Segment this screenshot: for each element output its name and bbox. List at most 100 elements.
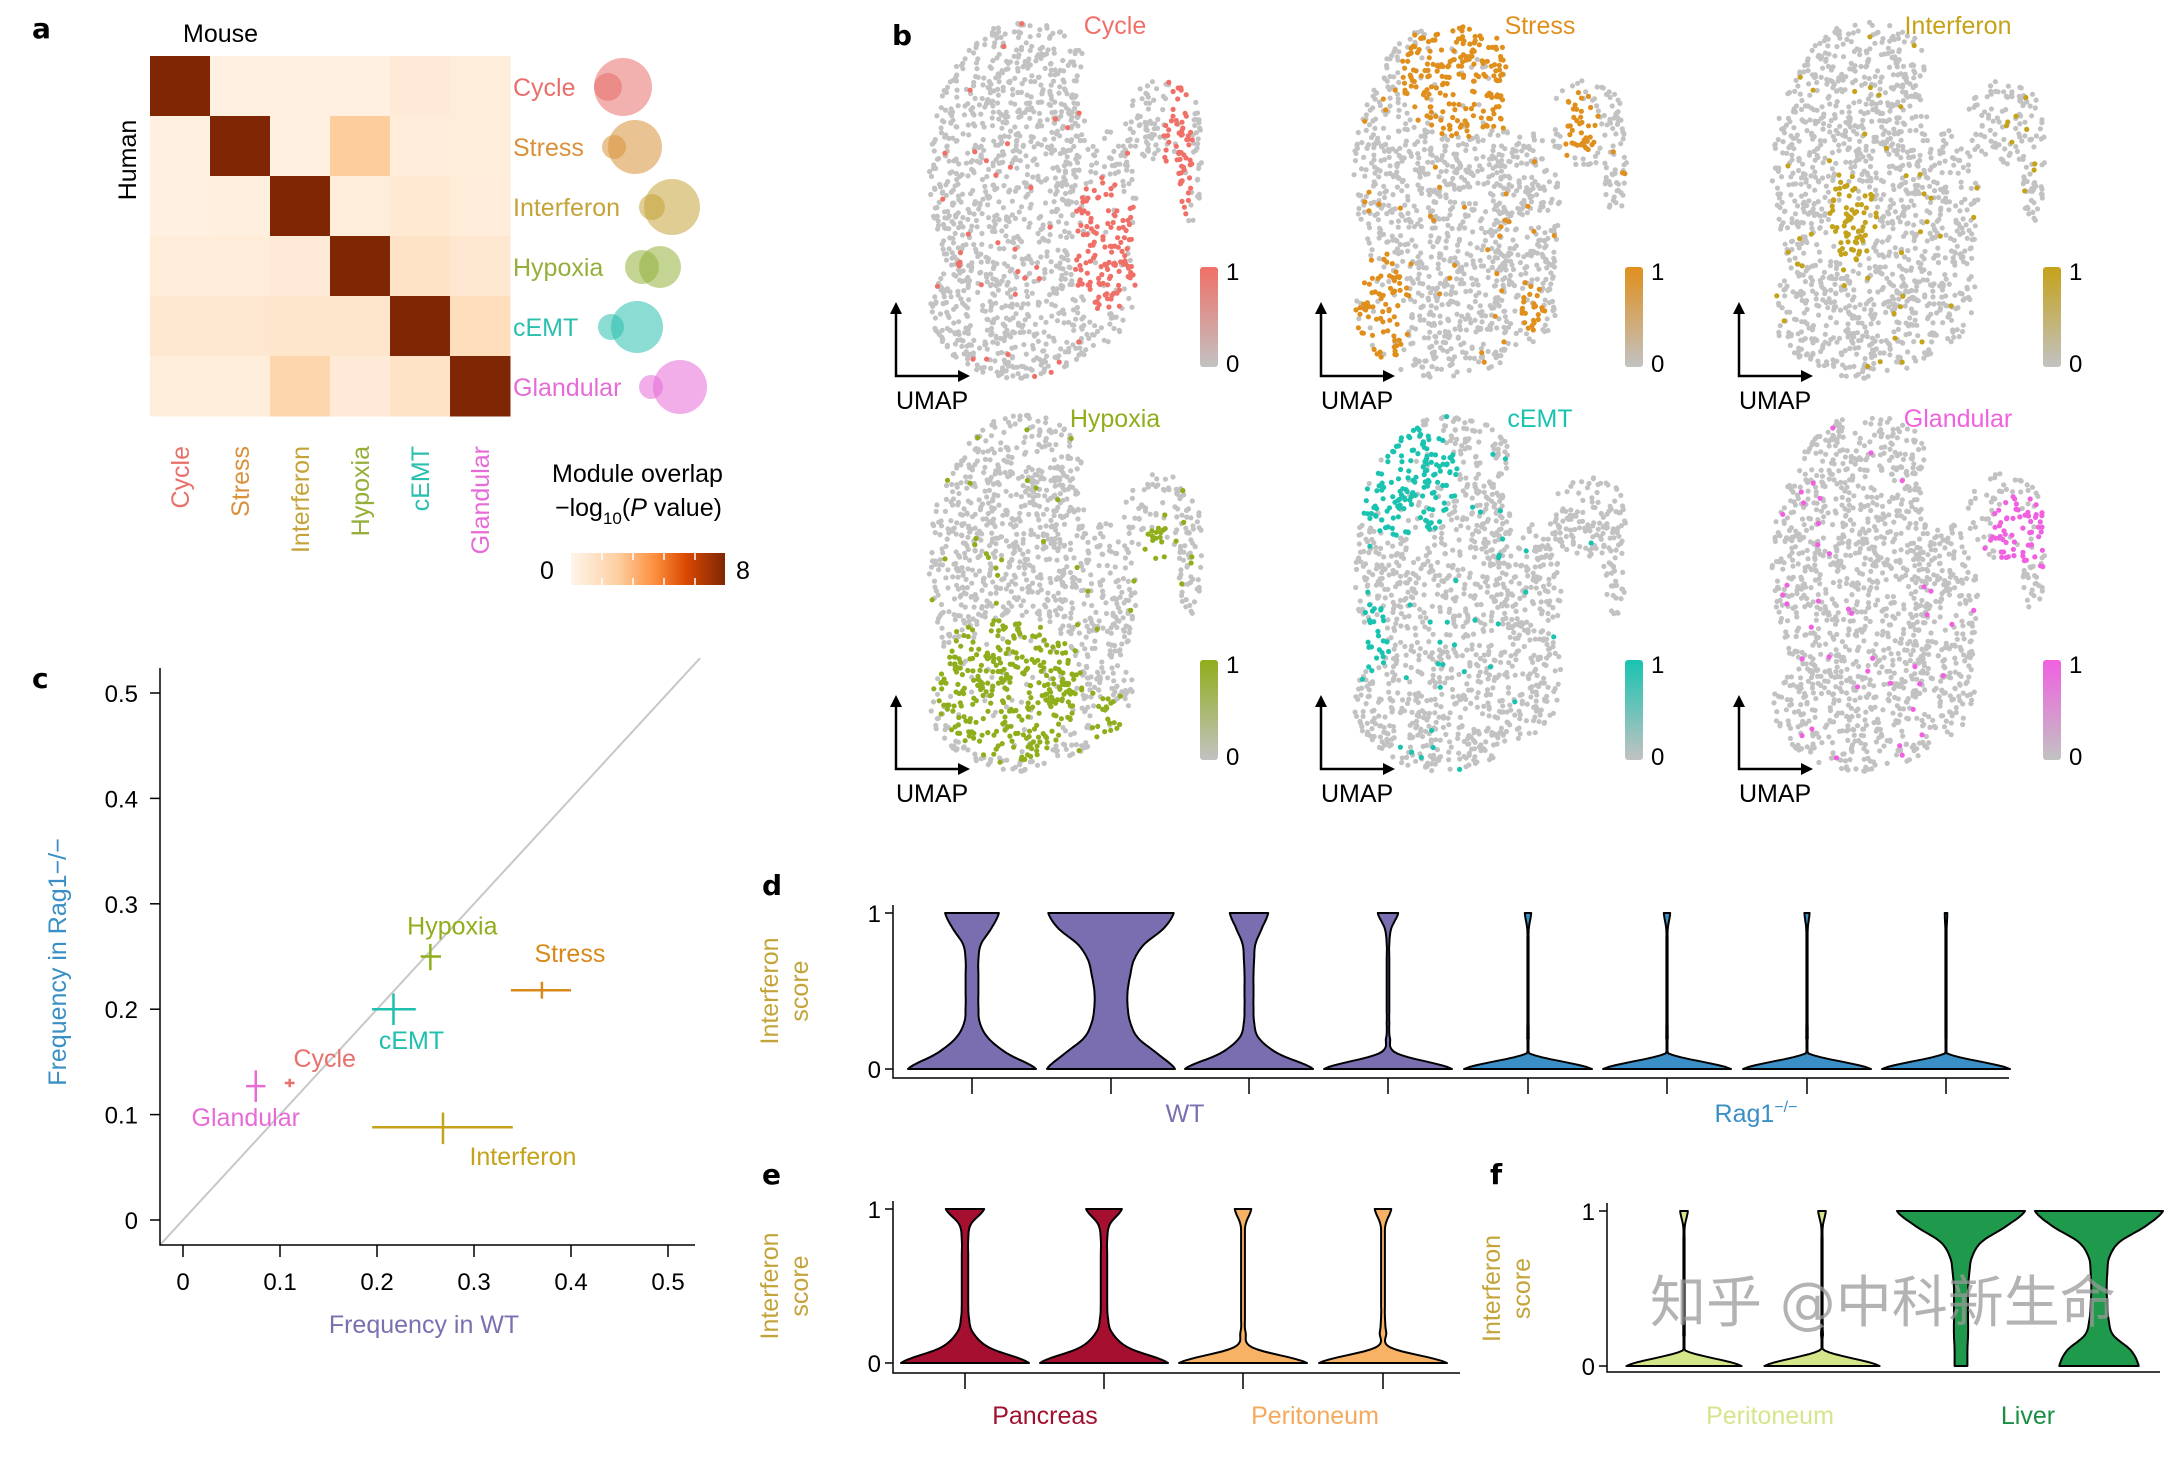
umap-point	[1911, 75, 1917, 81]
umap-point	[1492, 300, 1498, 306]
umap-point	[1004, 174, 1010, 180]
umap-point	[1043, 298, 1050, 304]
umap-point	[1517, 327, 1523, 333]
umap-point	[986, 215, 992, 221]
umap-point	[928, 173, 935, 179]
umap-point	[995, 86, 1001, 92]
umap-point	[1395, 70, 1401, 76]
umap-point	[1425, 205, 1431, 211]
umap-point	[986, 78, 992, 85]
umap-point	[1860, 117, 1866, 123]
umap-point	[950, 235, 956, 241]
umap-point	[1061, 149, 1068, 155]
umap-point	[1462, 177, 1468, 183]
umap-point	[1402, 126, 1408, 132]
umap-point	[1928, 199, 1934, 206]
umap-point	[1480, 341, 1486, 347]
umap-point	[1351, 172, 1357, 178]
umap-point	[944, 536, 950, 542]
umap-point	[1047, 292, 1053, 298]
umap-point	[1416, 271, 1422, 277]
umap-point	[1380, 319, 1386, 325]
umap-point	[2033, 183, 2039, 189]
umap-point	[1125, 638, 1131, 644]
umap-point	[1797, 69, 1803, 75]
umap-point	[1889, 271, 1896, 277]
umap-point	[1784, 150, 1790, 156]
umap-point	[965, 231, 971, 237]
umap-point	[1388, 219, 1395, 225]
umap-point	[944, 143, 950, 149]
umap-point	[1979, 148, 1985, 154]
umap-point	[1436, 330, 1443, 336]
umap-point	[1366, 208, 1372, 214]
umap-point	[1355, 129, 1361, 136]
umap-point	[1894, 115, 1900, 121]
umap-point	[1509, 210, 1515, 216]
umap-point	[1816, 362, 1822, 368]
umap-point	[1458, 122, 1465, 128]
umap-point	[1001, 246, 1007, 252]
umap-point	[1056, 310, 1062, 316]
umap-point	[1903, 288, 1909, 294]
umap-point	[1403, 138, 1409, 144]
umap-point	[1486, 254, 1492, 260]
umap-point	[1096, 275, 1102, 282]
umap-point	[1810, 87, 1816, 93]
umap-point	[1780, 150, 1786, 156]
umap-point	[1912, 245, 1918, 251]
umap-point	[1794, 261, 1800, 267]
umap-point	[1809, 336, 1815, 342]
umap-point	[1809, 47, 1815, 54]
umap-point	[939, 546, 945, 552]
umap-point	[1972, 198, 1978, 204]
umap-point	[1858, 63, 1864, 70]
umap-point	[1982, 109, 1988, 115]
umap-point	[1052, 109, 1058, 115]
umap-point	[1426, 297, 1432, 303]
umap-point	[1372, 164, 1378, 170]
umap-point	[1491, 73, 1497, 79]
umap-point	[1879, 239, 1885, 245]
umap-point	[1095, 195, 1101, 201]
umap-point	[1962, 296, 1968, 302]
umap-point	[1840, 41, 1846, 47]
umap-point	[1047, 33, 1053, 40]
umap-point	[1857, 302, 1863, 308]
umap-point	[1886, 130, 1892, 136]
umap-point	[1022, 373, 1028, 379]
umap-point	[1883, 118, 1890, 124]
umap-point	[948, 693, 954, 700]
heatmap-cell	[270, 356, 331, 417]
umap-point	[1505, 340, 1511, 347]
umap-point	[1417, 280, 1423, 286]
umap-point	[1417, 174, 1423, 180]
umap-point	[999, 365, 1006, 371]
heatmap-cell	[390, 116, 451, 177]
umap-point	[1010, 315, 1016, 321]
umap-point	[1134, 137, 1140, 143]
umap-point	[1498, 143, 1505, 149]
umap-point	[1943, 232, 1949, 238]
umap-point	[1622, 171, 1628, 177]
umap-point	[1776, 333, 1782, 339]
umap-point	[1175, 85, 1181, 91]
umap-point	[1885, 50, 1891, 56]
umap-point	[2029, 186, 2035, 192]
umap-point	[1369, 332, 1376, 338]
umap-point	[1852, 185, 1858, 192]
umap-point	[937, 311, 944, 317]
umap-point	[1010, 92, 1016, 98]
umap-point	[1074, 304, 1080, 311]
umap-point	[1060, 77, 1066, 83]
umap-point	[1438, 156, 1444, 163]
umap-point	[1472, 201, 1478, 207]
umap-point	[1542, 238, 1548, 244]
umap-point	[1459, 28, 1465, 34]
umap-point	[1059, 109, 1065, 115]
umap-point	[1044, 487, 1050, 493]
umap-point	[1876, 109, 1882, 115]
umap-point	[1585, 146, 1591, 153]
umap-point	[1506, 281, 1512, 288]
umap-point	[1896, 49, 1902, 55]
